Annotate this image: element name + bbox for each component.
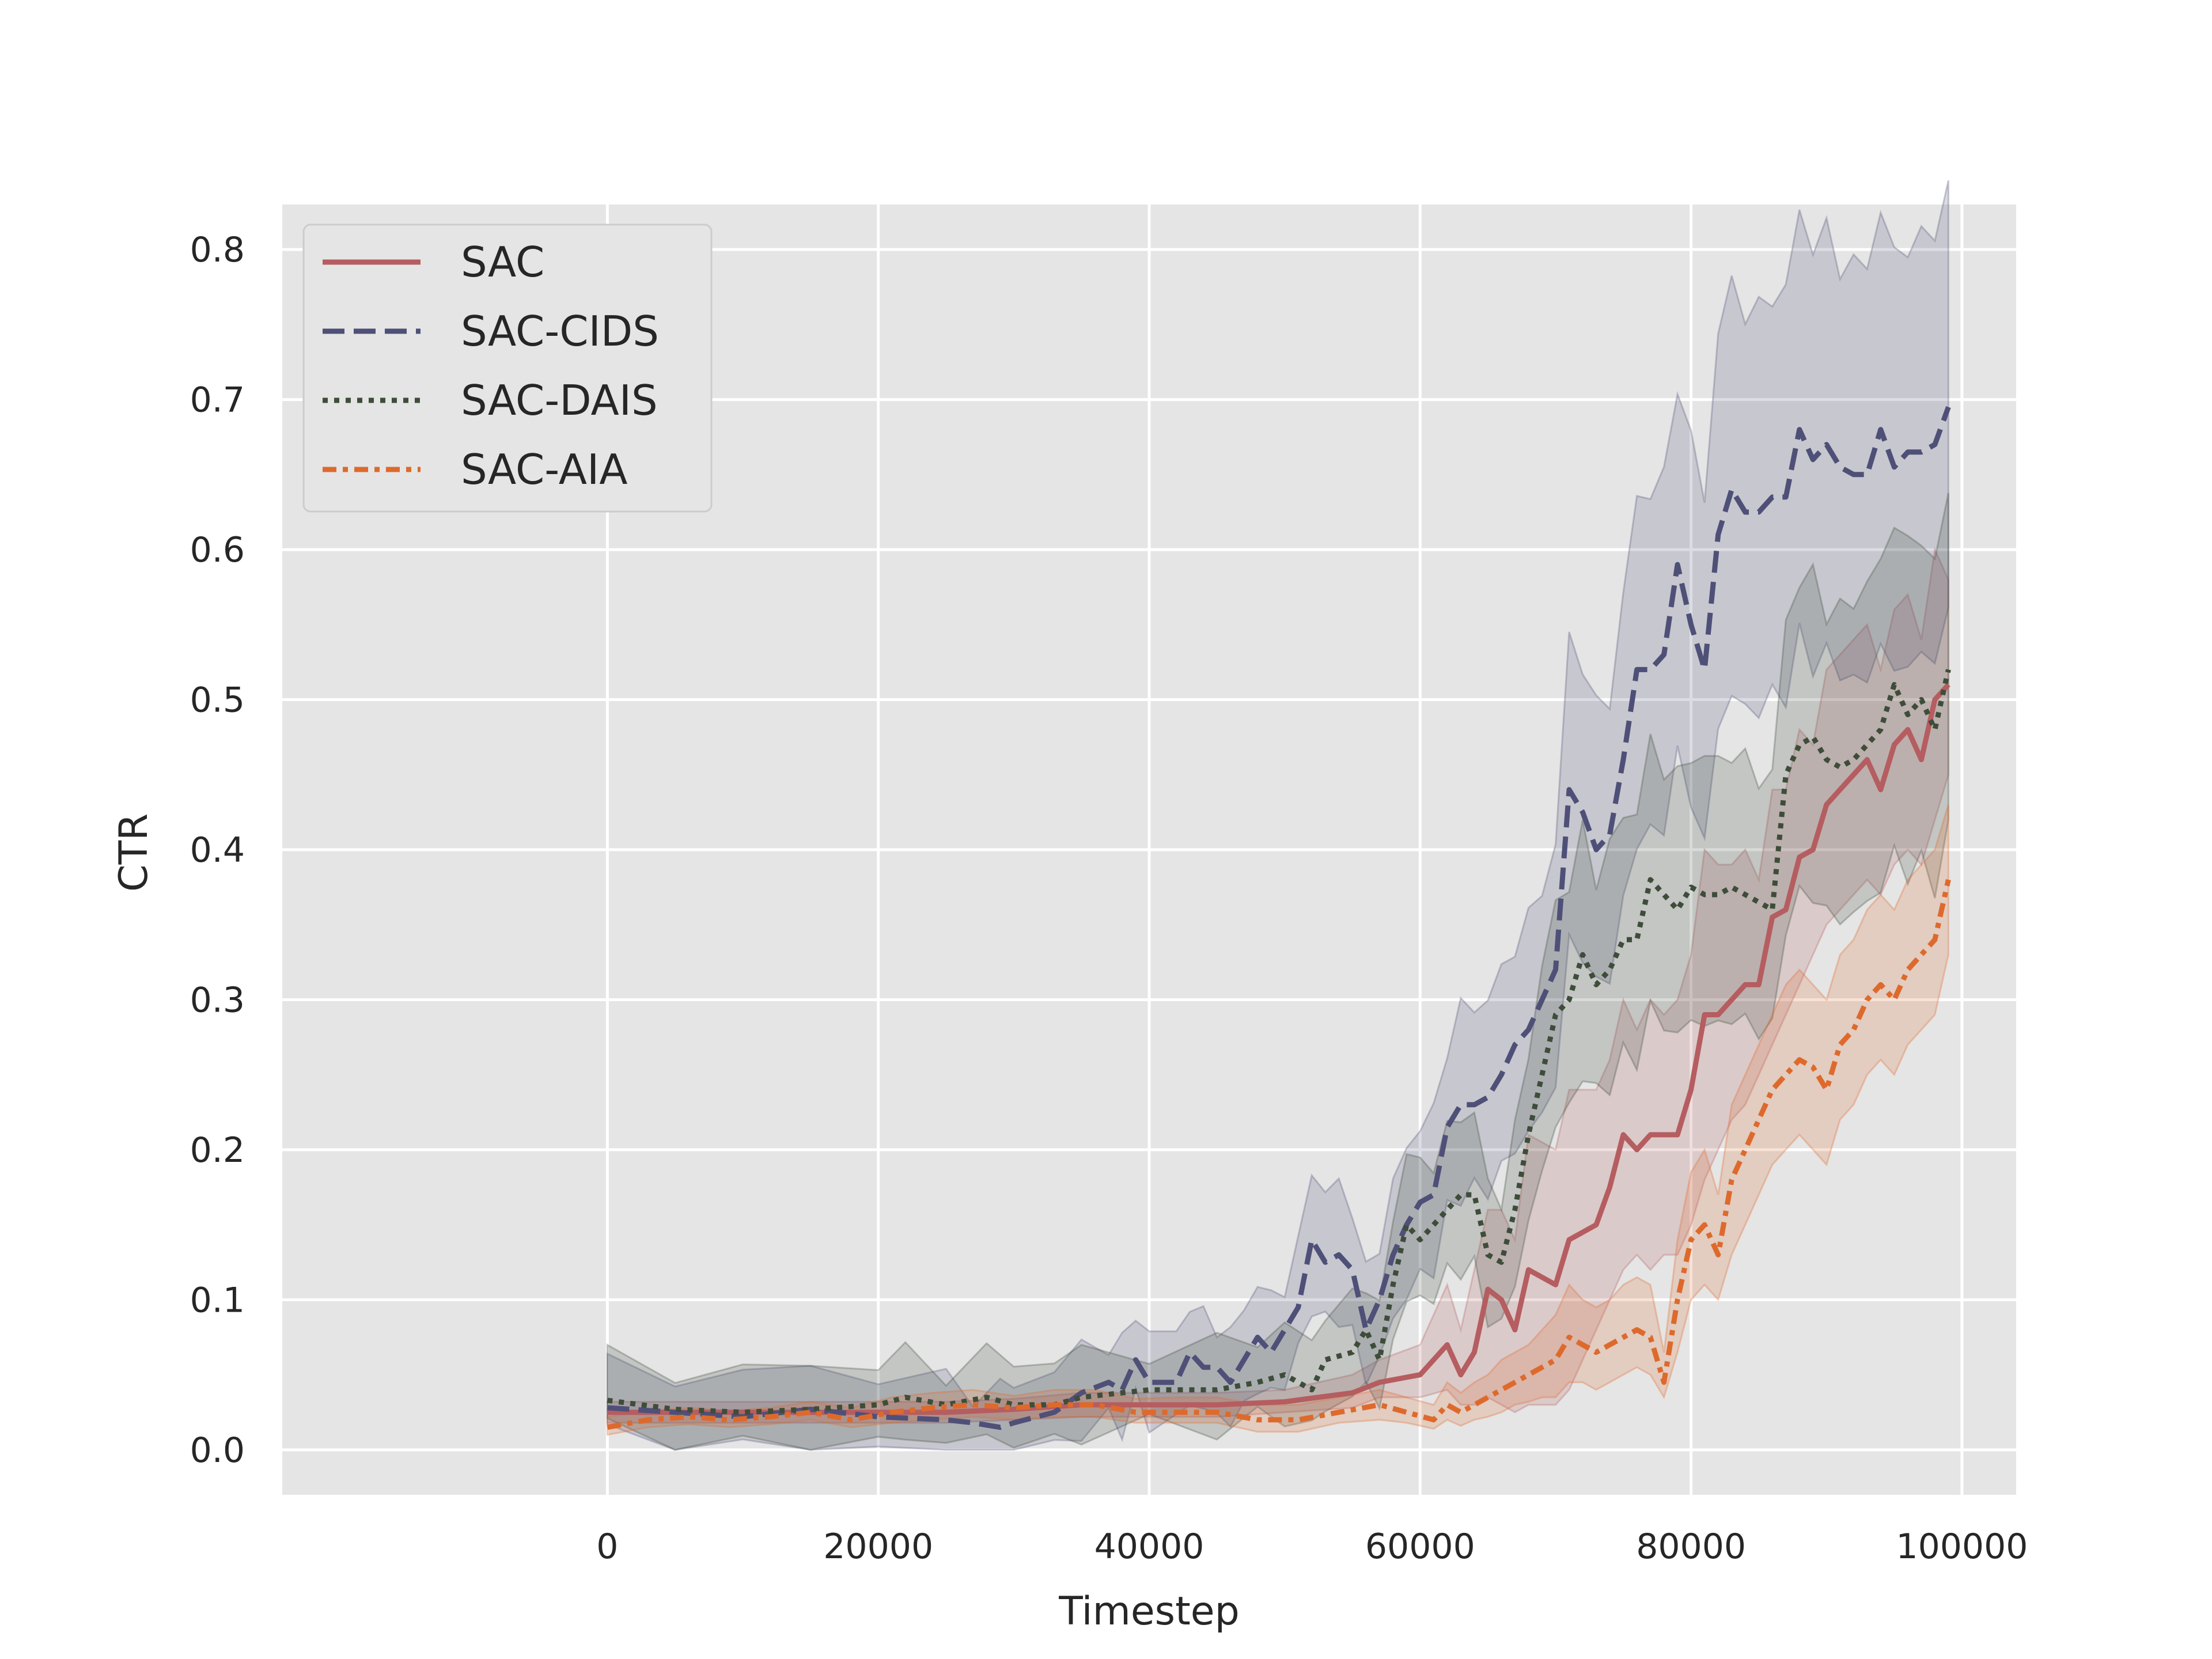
grid-lines <box>282 204 2016 1495</box>
y-tick-label: 0.5 <box>190 680 245 721</box>
y-tick-label: 0.6 <box>190 530 245 570</box>
y-axis-label: CTR <box>111 813 157 892</box>
x-axis-label: Timestep <box>1058 1589 1240 1634</box>
x-tick-label: 100000 <box>1896 1527 2028 1567</box>
y-tick-labels: 0.0 0.1 0.2 0.3 0.4 0.5 0.6 0.7 0.8 <box>190 230 245 1471</box>
y-tick-label: 0.3 <box>190 980 245 1020</box>
x-tick-label: 80000 <box>1636 1527 1746 1567</box>
sac-aia-line <box>607 879 1951 1430</box>
legend-box <box>302 224 713 513</box>
sac-cids-line <box>607 406 1951 1430</box>
legend-label-sac-dais: SAC-DAIS <box>461 376 658 425</box>
sac-band <box>606 546 1949 1424</box>
series-lines <box>607 406 1951 1430</box>
y-tick-label: 0.4 <box>190 830 245 870</box>
sac-dais-band <box>606 493 1949 1451</box>
legend-label-sac: SAC <box>461 238 544 286</box>
y-tick-label: 0.8 <box>190 230 245 270</box>
x-tick-labels: 0 20000 40000 60000 80000 100000 <box>596 1527 2028 1567</box>
sac-aia-band <box>606 804 1949 1436</box>
confidence-bands <box>606 180 1949 1451</box>
x-tick-label: 40000 <box>1094 1527 1205 1567</box>
legend-label-sac-cids: SAC-CIDS <box>461 307 659 355</box>
sac-line <box>607 683 1950 1415</box>
y-tick-label: 0.1 <box>190 1280 245 1320</box>
x-tick-label: 0 <box>596 1527 618 1567</box>
legend-label-sac-aia: SAC-AIA <box>461 445 627 494</box>
y-tick-label: 0.7 <box>190 380 245 421</box>
sac-dais-line <box>607 669 1951 1415</box>
x-tick-label: 20000 <box>823 1527 933 1567</box>
y-tick-label: 0.0 <box>190 1430 245 1471</box>
sac-cids-band <box>606 180 1949 1451</box>
legend: SAC SAC-CIDS SAC-DAIS SAC-AIA <box>302 224 713 513</box>
y-tick-label: 0.2 <box>190 1130 245 1171</box>
x-tick-label: 60000 <box>1365 1527 1475 1567</box>
